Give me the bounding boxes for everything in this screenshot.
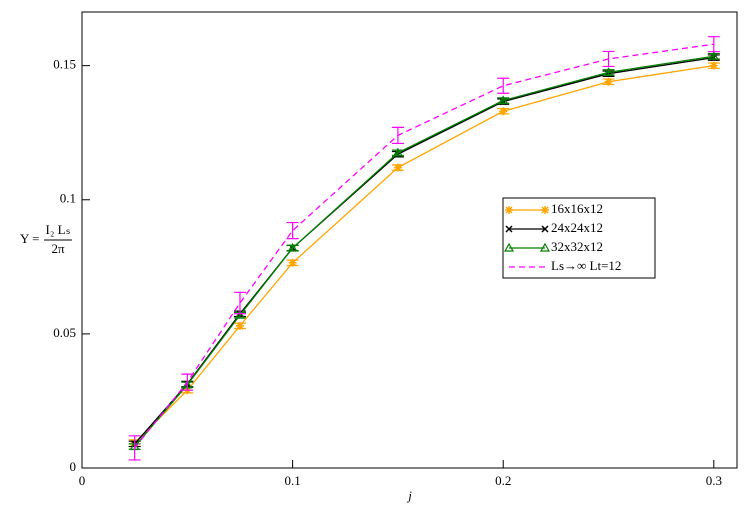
x-tick-label: 0.3: [706, 473, 722, 488]
marker: [288, 258, 297, 267]
marker: [287, 242, 298, 252]
series-line: [134, 43, 714, 449]
x-tick-label: 0: [79, 473, 86, 488]
error-bar: [286, 244, 299, 252]
series-line: [134, 65, 714, 444]
error-bar: [233, 291, 246, 315]
marker: [541, 206, 549, 214]
x-axis-label: j: [406, 488, 412, 503]
error-bar: [286, 221, 299, 240]
y-tick-label: 0.1: [60, 191, 76, 206]
error-bar: [707, 36, 720, 53]
marker: [505, 225, 513, 233]
error-bar: [497, 77, 510, 94]
error-bar: [602, 50, 615, 68]
marker: [708, 51, 719, 60]
legend-label: 16x16x12: [551, 201, 603, 216]
marker: [503, 242, 515, 252]
marker: [234, 309, 245, 319]
y-tick-label: 0.05: [53, 325, 76, 340]
plot-frame: [81, 11, 738, 469]
legend-box: [502, 197, 656, 279]
y-axis-label: Υ =: [20, 231, 40, 246]
marker: [499, 107, 508, 116]
series-line: [134, 55, 714, 447]
marker: [505, 206, 513, 214]
x-tick-label: 0.2: [495, 473, 511, 488]
error-bar: [181, 373, 194, 391]
error-bar: [391, 126, 404, 145]
legend-label: 32x32x12: [551, 239, 603, 254]
marker: [603, 67, 614, 76]
marker: [235, 321, 244, 330]
marker: [604, 77, 613, 86]
error-bar: [128, 435, 141, 461]
marker: [498, 95, 509, 105]
marker: [709, 61, 718, 70]
y-axis-label: 2π: [51, 241, 65, 256]
marker: [539, 242, 551, 252]
y-tick-label: 0.15: [53, 57, 76, 72]
marker: [393, 163, 402, 172]
legend-label: Ls→∞ Lt=12: [551, 258, 621, 273]
marker: [541, 225, 549, 233]
x-tick-label: 0.1: [284, 473, 300, 488]
legend-label: 24x24x12: [551, 220, 603, 235]
y-axis-label: I₂ Lₛ: [46, 222, 71, 237]
marker: [392, 147, 403, 157]
y-tick-label: 0: [70, 459, 77, 474]
